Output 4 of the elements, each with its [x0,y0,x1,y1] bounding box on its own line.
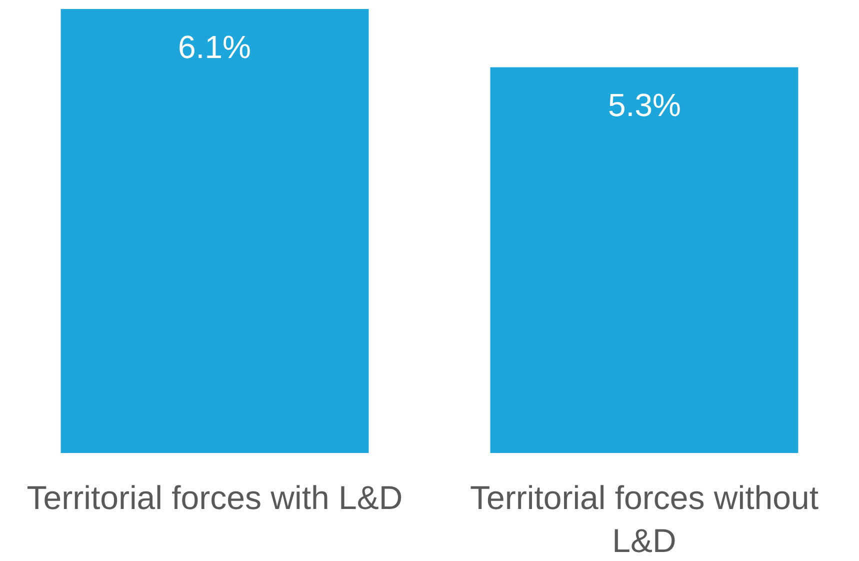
x-tick-label: Territorial forces without L&D [470,479,818,559]
data-label: 5.3% [608,87,681,123]
x-tick-label: Territorial forces with L&D [26,479,403,516]
data-label: 6.1% [178,29,251,65]
